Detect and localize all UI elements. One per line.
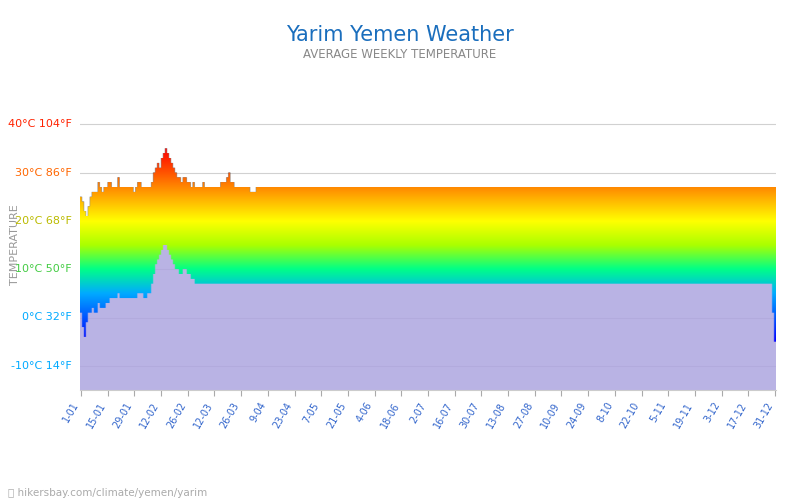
- Text: -10°C 14°F: -10°C 14°F: [11, 361, 72, 371]
- Text: Yarim Yemen Weather: Yarim Yemen Weather: [286, 25, 514, 45]
- Text: 10°C 50°F: 10°C 50°F: [15, 264, 72, 274]
- Text: 30°C 86°F: 30°C 86°F: [15, 168, 72, 177]
- Text: 0°C 32°F: 0°C 32°F: [22, 312, 72, 322]
- Text: 20°C 68°F: 20°C 68°F: [14, 216, 72, 226]
- Y-axis label: TEMPERATURE: TEMPERATURE: [10, 204, 19, 286]
- Text: 40°C 104°F: 40°C 104°F: [8, 119, 72, 129]
- Text: AVERAGE WEEKLY TEMPERATURE: AVERAGE WEEKLY TEMPERATURE: [303, 48, 497, 60]
- Text: 🔸 hikersbay.com/climate/yemen/yarim: 🔸 hikersbay.com/climate/yemen/yarim: [8, 488, 207, 498]
